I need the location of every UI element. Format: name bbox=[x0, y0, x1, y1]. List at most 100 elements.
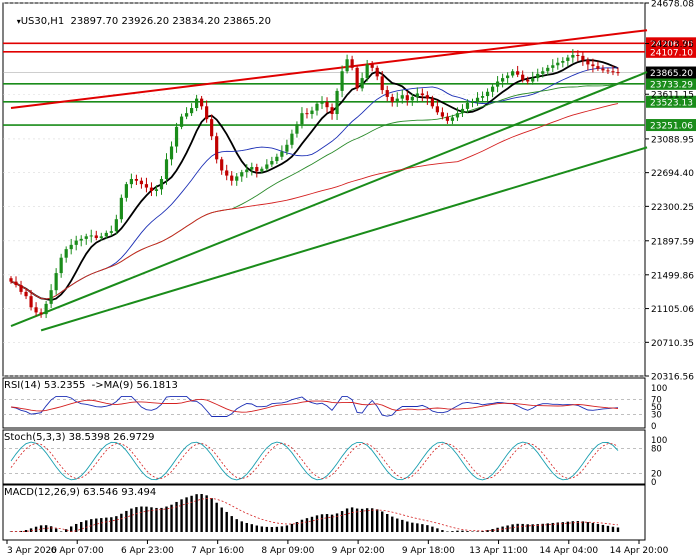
time-tick-label: 6 Apr 07:00 bbox=[51, 546, 104, 556]
macd-bar bbox=[300, 519, 304, 532]
candle-body bbox=[310, 110, 314, 115]
price-tick-label: 22694.40 bbox=[651, 169, 694, 179]
macd-bar bbox=[225, 511, 228, 532]
candle-body bbox=[465, 102, 470, 109]
macd-bar bbox=[150, 507, 153, 532]
rsi-tick-label: 0 bbox=[651, 422, 656, 432]
candle-body bbox=[169, 146, 174, 160]
candle-body bbox=[260, 168, 264, 172]
candle-body bbox=[405, 95, 409, 101]
macd-bar bbox=[24, 529, 28, 532]
time-tick-label: 14 Apr 04:00 bbox=[539, 546, 598, 556]
moving-averages bbox=[10, 59, 619, 302]
candle-body bbox=[235, 176, 239, 181]
candle-body bbox=[109, 231, 113, 233]
rsi-tick-label: 50 bbox=[651, 403, 662, 413]
macd-bar bbox=[145, 506, 148, 532]
ma-mid-line bbox=[10, 67, 619, 300]
candle-body bbox=[24, 291, 28, 297]
macd-bar bbox=[516, 523, 519, 532]
macd-bar bbox=[215, 502, 218, 532]
rsi-tick-label: 100 bbox=[651, 384, 667, 394]
candle-body bbox=[220, 159, 224, 171]
macd-bar bbox=[44, 525, 48, 532]
candle-body bbox=[184, 113, 189, 117]
time-tick-label: 7 Apr 16:00 bbox=[191, 546, 244, 556]
macd-bar bbox=[506, 525, 509, 532]
candle-body bbox=[370, 64, 374, 68]
macd-bar bbox=[581, 521, 585, 532]
rsi-ma-line bbox=[10, 398, 619, 413]
macd-bar bbox=[205, 495, 208, 532]
stoch-tick-label: 80 bbox=[651, 444, 662, 454]
panel-border-2 bbox=[2, 429, 646, 485]
macd-bar bbox=[165, 506, 168, 532]
collapse-icon[interactable]: ▾ bbox=[16, 17, 21, 26]
candle-body bbox=[320, 102, 324, 104]
level-tag-4 bbox=[646, 119, 696, 132]
candle-body bbox=[506, 75, 510, 79]
macd-bar bbox=[571, 521, 575, 532]
macd-bar bbox=[250, 524, 253, 532]
candle-body bbox=[114, 219, 118, 232]
candle-body bbox=[360, 78, 364, 89]
macd-bar bbox=[431, 526, 434, 532]
macd-bar bbox=[190, 495, 193, 532]
candle-body bbox=[300, 113, 304, 125]
price-tick-label: 21105.06 bbox=[651, 305, 694, 315]
macd-bar bbox=[105, 517, 108, 532]
macd-bar bbox=[175, 501, 178, 532]
macd-bar bbox=[64, 529, 68, 532]
ma-fast-line bbox=[10, 59, 619, 302]
macd-bar bbox=[546, 523, 549, 532]
macd-bar bbox=[200, 494, 203, 532]
trend-line-0 bbox=[10, 29, 648, 110]
candle-body bbox=[601, 68, 605, 71]
macd-bar bbox=[235, 519, 238, 532]
price-tick-label: 20710.35 bbox=[651, 339, 694, 349]
macd-bar bbox=[135, 507, 138, 532]
candle-body bbox=[390, 96, 394, 103]
candle-body bbox=[591, 64, 595, 67]
macd-bar bbox=[330, 514, 334, 532]
macd-bar bbox=[270, 527, 274, 532]
macd-bar bbox=[491, 528, 494, 532]
current-price-label: 23865.20 bbox=[650, 69, 693, 79]
macd-bar bbox=[616, 527, 620, 532]
macd-bar bbox=[310, 516, 314, 532]
stoch-d-line bbox=[10, 442, 619, 480]
candle-body bbox=[99, 236, 103, 239]
candle-body bbox=[159, 179, 164, 190]
macd-bar bbox=[285, 525, 289, 532]
candle-body bbox=[335, 90, 339, 115]
macd-bar bbox=[120, 513, 123, 532]
candle-body bbox=[470, 101, 475, 103]
candle-body bbox=[29, 296, 33, 308]
level-tag-label: 24206.70 bbox=[650, 40, 693, 50]
macd-bar bbox=[29, 528, 33, 532]
candle-body bbox=[74, 240, 78, 245]
macd-bar bbox=[34, 526, 38, 532]
time-tick-label: 14 Apr 20:00 bbox=[610, 546, 669, 556]
trend-line-2 bbox=[40, 146, 648, 332]
current-price-tag bbox=[646, 66, 696, 79]
candle-body bbox=[195, 98, 199, 109]
macd-bar bbox=[436, 528, 439, 532]
time-tick-label: 9 Apr 02:00 bbox=[332, 546, 385, 556]
price-axis: 24678.08 24203.95 23611.15 23088.95 22694.40… bbox=[645, 0, 694, 383]
candle-body bbox=[290, 133, 294, 145]
candle-body bbox=[210, 119, 214, 137]
candle-body bbox=[501, 78, 505, 82]
macd-bar bbox=[456, 530, 459, 532]
macd-bar bbox=[411, 522, 414, 532]
panel-border-0 bbox=[2, 2, 646, 377]
macd-bar bbox=[69, 526, 73, 532]
candle-body bbox=[34, 307, 38, 313]
candle-body bbox=[551, 65, 555, 68]
candle-body bbox=[345, 59, 349, 72]
candle-body bbox=[365, 64, 369, 79]
